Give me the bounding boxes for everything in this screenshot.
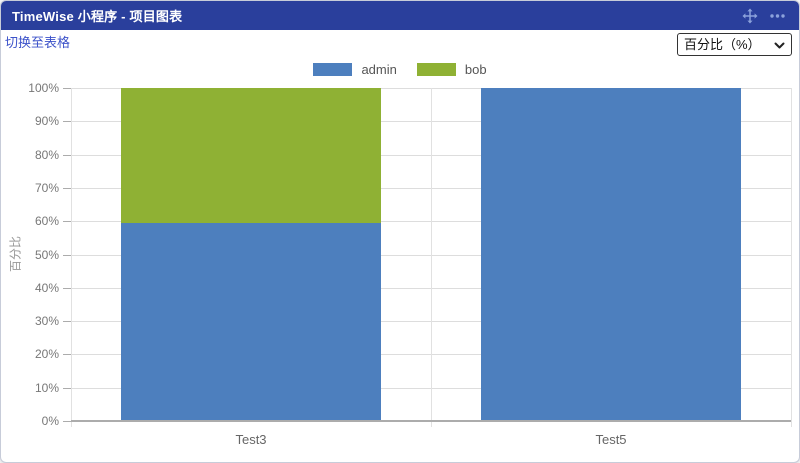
x-axis-line — [71, 420, 791, 422]
gadget-header: TimeWise 小程序 - 项目图表 — [1, 1, 799, 30]
y-tick-mark — [63, 221, 71, 223]
legend-swatch-admin — [313, 63, 353, 76]
y-tick-label: 80% — [34, 147, 59, 162]
legend-label: bob — [464, 62, 487, 77]
y-tick-mark — [63, 254, 71, 256]
bar-segment-admin[interactable] — [121, 222, 381, 421]
legend: admin bob — [1, 62, 799, 77]
bar-Test5[interactable] — [481, 88, 741, 421]
legend-item-admin: admin — [313, 62, 397, 77]
y-tick-mark — [63, 387, 71, 389]
gadget-title: TimeWise 小程序 - 项目图表 — [12, 9, 183, 24]
y-tick-label: 100% — [28, 81, 59, 95]
switch-to-table-link[interactable]: 切换至表格 — [5, 35, 71, 50]
y-tick-label: 90% — [34, 114, 59, 129]
y-tick-mark — [63, 121, 71, 123]
y-tick-mark — [63, 154, 71, 156]
bar-segment-admin[interactable] — [481, 88, 741, 421]
y-tick-mark — [63, 354, 71, 356]
x-category-label: Test5 — [595, 432, 627, 447]
unit-select-wrap: 百分比（%） — [677, 33, 792, 56]
plot-area — [70, 88, 792, 427]
x-category-label: Test3 — [235, 432, 267, 447]
ellipsis-icon[interactable] — [768, 7, 786, 25]
y-axis: 0% 10% 20% 30% 40% 50% 60% 70% 80% 90% 100% — [1, 81, 71, 428]
unit-select[interactable]: 百分比（%） — [677, 33, 792, 56]
y-tick-mark — [63, 421, 71, 422]
y-tick-label: 50% — [34, 247, 59, 262]
legend-label: admin — [361, 62, 397, 77]
move-icon[interactable] — [741, 7, 759, 25]
y-tick-label: 10% — [34, 380, 59, 395]
y-tick-label: 60% — [34, 214, 59, 229]
bar-segment-bob[interactable] — [121, 88, 381, 223]
y-tick-mark — [63, 287, 71, 289]
legend-item-bob: bob — [416, 62, 487, 77]
y-tick-mark — [63, 321, 71, 323]
y-tick-label: 30% — [34, 314, 59, 329]
bar-Test3[interactable] — [121, 88, 381, 421]
y-tick-label: 40% — [34, 280, 59, 295]
y-tick-mark — [63, 187, 71, 189]
header-icons — [741, 7, 786, 25]
y-tick-label: 70% — [34, 180, 59, 195]
y-tick-label: 0% — [41, 414, 59, 428]
y-tick-mark — [63, 88, 71, 89]
y-tick-label: 20% — [34, 347, 59, 362]
legend-swatch-bob — [416, 63, 456, 76]
v-gridline — [70, 88, 72, 427]
v-gridline — [790, 88, 792, 427]
v-gridline — [430, 88, 432, 427]
